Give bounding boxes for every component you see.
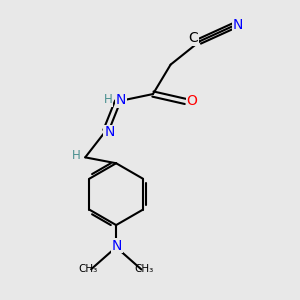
Text: N: N bbox=[232, 18, 243, 32]
Text: N: N bbox=[112, 239, 122, 253]
Text: H: H bbox=[104, 93, 112, 106]
Text: O: O bbox=[186, 94, 197, 108]
Text: CH₃: CH₃ bbox=[79, 264, 98, 274]
Text: C: C bbox=[189, 31, 199, 45]
Text: H: H bbox=[72, 149, 81, 162]
Text: N: N bbox=[116, 93, 126, 107]
Text: N: N bbox=[104, 125, 115, 139]
Text: CH₃: CH₃ bbox=[134, 264, 154, 274]
